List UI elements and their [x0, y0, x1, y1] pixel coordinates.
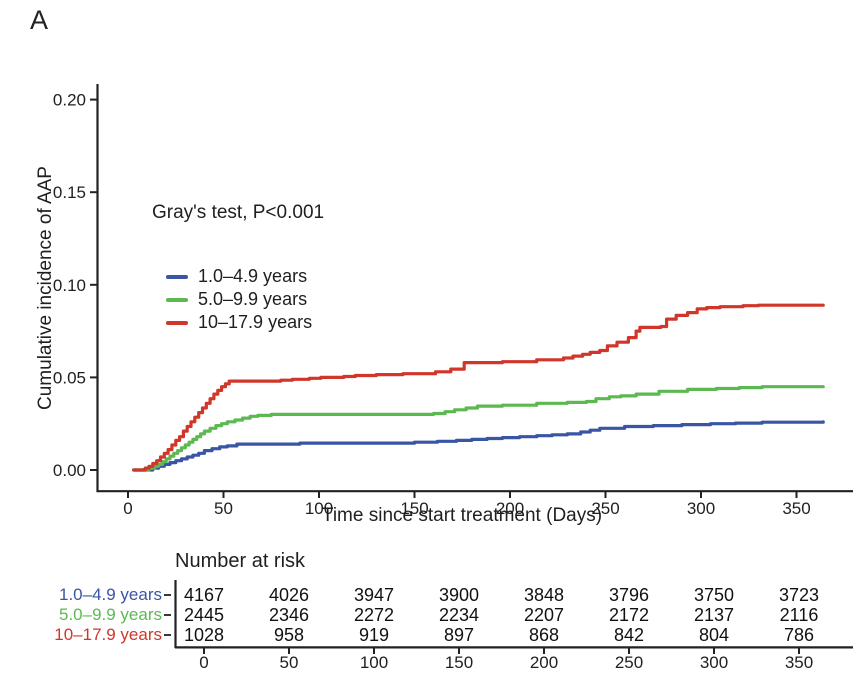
risk-value: 2172	[608, 605, 650, 625]
risk-value: 2445	[183, 605, 225, 625]
y-tick-label: 0.00	[53, 461, 86, 480]
risk-value: 2207	[523, 605, 565, 625]
risk-value: 2137	[693, 605, 735, 625]
risk-value: 4026	[268, 585, 310, 605]
legend-label-age-5-9: 5.0–9.9 years	[198, 289, 308, 309]
risk-x-tick-label: 150	[445, 653, 473, 672]
legend-label-age-10-17: 10–17.9 years	[198, 312, 313, 332]
risk-value: 2272	[353, 605, 395, 625]
x-tick-label: 250	[591, 499, 619, 518]
legend-line-swatch-age-1-4	[166, 274, 188, 279]
legend-line-swatch-age-5-9	[166, 297, 188, 302]
risk-x-tick-label: 0	[199, 653, 208, 672]
risk-value: 3848	[523, 585, 565, 605]
x-tick-label: 150	[400, 499, 428, 518]
risk-table-title: Number at risk	[175, 550, 306, 572]
risk-value: 919	[358, 625, 390, 645]
y-axis-title: Cumulative incidence of AAP	[35, 166, 56, 410]
risk-row-label: 10–17.9 years	[54, 625, 162, 644]
risk-x-tick-label: 350	[785, 653, 813, 672]
y-tick-label: 0.15	[53, 183, 86, 202]
legend: 1.0–4.9 years 5.0–9.9 years 10–17.9 year…	[166, 265, 312, 334]
x-tick-label: 50	[214, 499, 233, 518]
x-tick-label: 350	[782, 499, 810, 518]
risk-value: 2346	[268, 605, 310, 625]
risk-x-tick-label: 100	[360, 653, 388, 672]
risk-value: 1028	[183, 625, 225, 645]
risk-row-label: 1.0–4.9 years	[58, 585, 162, 604]
series-line-age-10-17	[132, 303, 825, 472]
risk-x-tick-label: 200	[530, 653, 558, 672]
legend-item-age-10-17: 10–17.9 years	[166, 311, 312, 334]
risk-value: 2234	[438, 605, 480, 625]
y-tick-label: 0.10	[53, 276, 86, 295]
risk-value: 897	[443, 625, 475, 645]
x-tick-label: 0	[123, 499, 132, 518]
legend-line-swatch-age-10-17	[166, 320, 188, 325]
x-tick-label: 200	[496, 499, 524, 518]
risk-value: 3796	[608, 585, 650, 605]
risk-x-tick-label: 300	[700, 653, 728, 672]
series-line-age-5-9	[132, 385, 825, 472]
risk-x-tick-label: 250	[615, 653, 643, 672]
risk-value: 958	[273, 625, 305, 645]
legend-item-age-5-9: 5.0–9.9 years	[166, 288, 312, 311]
panel-label: A	[30, 5, 49, 35]
legend-item-age-1-4: 1.0–4.9 years	[166, 265, 312, 288]
x-tick-label: 300	[687, 499, 715, 518]
risk-x-tick-label: 50	[280, 653, 299, 672]
risk-row-label: 5.0–9.9 years	[58, 605, 162, 624]
series-line-age-1-4	[132, 420, 825, 472]
grays-test-annotation: Gray's test, P<0.001	[152, 202, 325, 223]
risk-value: 3723	[778, 585, 820, 605]
risk-value: 2116	[779, 605, 819, 625]
risk-value: 868	[528, 625, 560, 645]
risk-value: 3750	[693, 585, 735, 605]
y-tick-label: 0.20	[53, 91, 86, 110]
risk-value: 3900	[438, 585, 480, 605]
risk-value: 3947	[353, 585, 395, 605]
risk-value: 804	[698, 625, 730, 645]
risk-value: 786	[783, 625, 815, 645]
risk-value: 842	[613, 625, 645, 645]
y-tick-label: 0.05	[53, 368, 86, 387]
x-axis-title: Time since start treatment (Days)	[321, 505, 603, 526]
x-tick-label: 100	[305, 499, 333, 518]
legend-label-age-1-4: 1.0–4.9 years	[198, 266, 308, 286]
risk-value: 4167	[183, 585, 225, 605]
